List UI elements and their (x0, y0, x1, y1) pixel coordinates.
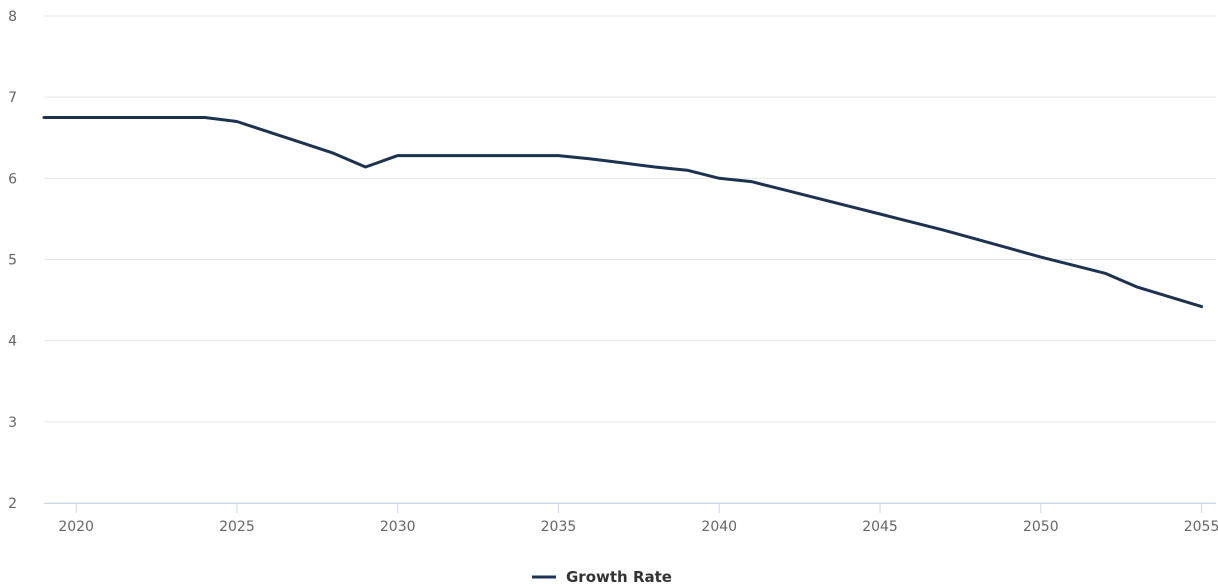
y-tick-label-7: 7 (8, 90, 17, 106)
gridlines (44, 15, 1216, 504)
y-tick-label-6: 6 (8, 171, 17, 187)
x-tick-label-2025: 2025 (219, 519, 255, 535)
y-tick-label-5: 5 (8, 253, 17, 269)
series-layer (42, 116, 1204, 309)
y-tick-label-8: 8 (8, 9, 17, 25)
x-axis: 2020 2025 2030 2035 2040 2045 2050 2055 (44, 503, 1218, 535)
legend-label-growth-rate: Growth Rate (566, 568, 672, 584)
y-tick-label-3: 3 (8, 415, 17, 431)
y-axis: 2 3 4 5 6 7 8 (8, 9, 17, 512)
x-tick-label-2050: 2050 (1023, 519, 1059, 535)
y-tick-label-2: 2 (8, 496, 17, 512)
y-tick-label-4: 4 (8, 334, 17, 350)
x-tick-label-2055: 2055 (1184, 519, 1218, 535)
x-tick-label-2035: 2035 (541, 519, 577, 535)
x-tick-label-2040: 2040 (701, 519, 737, 535)
x-tick-label-2020: 2020 (58, 519, 94, 535)
x-tick-label-2045: 2045 (862, 519, 898, 535)
series-line-0[interactable] (42, 116, 1204, 309)
x-tick-label-2030: 2030 (380, 519, 416, 535)
legend[interactable]: Growth Rate (532, 568, 672, 584)
